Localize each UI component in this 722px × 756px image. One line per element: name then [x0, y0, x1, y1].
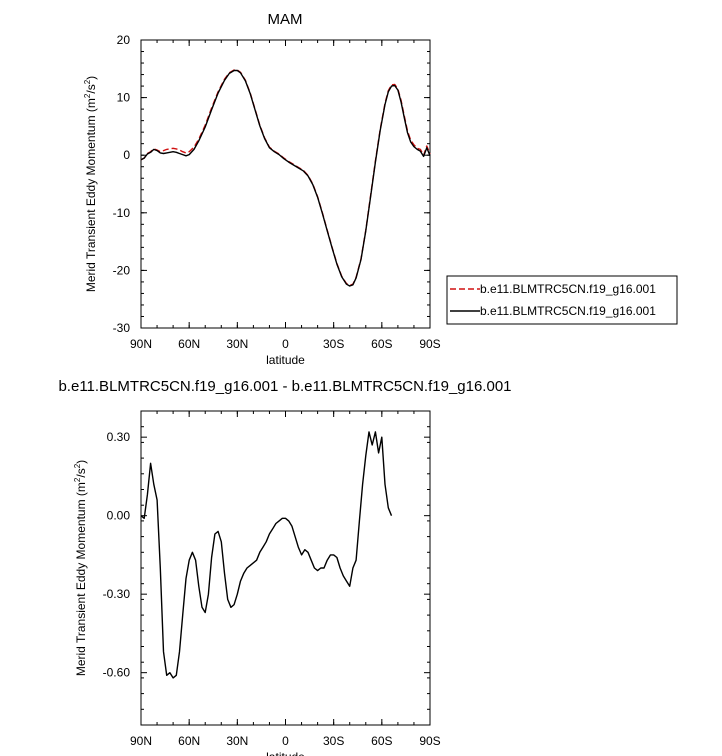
- mam-xtick-label: 90S: [419, 337, 440, 351]
- diff-ytick-label: 0.30: [107, 430, 131, 444]
- diff-ytick-label: 0.00: [107, 509, 131, 523]
- mam-ytick-label: 0: [123, 148, 130, 162]
- diff-xtick-label: 90N: [130, 734, 152, 748]
- diff-plot-frame: [140, 410, 431, 726]
- chart-mam: MAM 20 10 0 -10 -20 -30 90N 60N 30N 0 30S 60S 90S lati…: [83, 11, 678, 367]
- diff-ylabel-part: /s: [74, 468, 88, 477]
- diff-xtick-label: 90S: [419, 734, 440, 748]
- legend-label-0: b.e11.BLMTRC5CN.f19_g16.001: [480, 282, 656, 296]
- diff-ylabel-part: ): [74, 460, 88, 464]
- mam-ylabel: Merid Transient Eddy Momentum (m2/s2): [83, 76, 98, 292]
- mam-ytick-label: -20: [113, 263, 131, 277]
- diff-xtick-label: 60S: [371, 734, 392, 748]
- diff-ylabel-part: 2: [73, 477, 82, 482]
- mam-ylabel-part: ): [84, 76, 98, 80]
- mam-xtick-label: 60N: [178, 337, 200, 351]
- diff-xtick-label: 30S: [323, 734, 344, 748]
- mam-title: MAM: [268, 11, 303, 28]
- diff-ytick-label: -0.30: [103, 587, 131, 601]
- legend-box: [446, 275, 678, 325]
- mam-xtick-label: 30S: [323, 337, 344, 351]
- mam-ytick-label: -30: [113, 321, 131, 335]
- chart-difference: b.e11.BLMTRC5CN.f19_g16.001 - b.e11.BLMT…: [58, 378, 511, 756]
- diff-xtick-label: 0: [282, 734, 289, 748]
- diff-ylabel-part: Merid Transient Eddy Momentum (m: [74, 482, 88, 676]
- mam-ytick-label: 20: [117, 33, 131, 47]
- mam-xtick-label: 60S: [371, 337, 392, 351]
- diff-ytick-label: -0.60: [103, 666, 131, 680]
- mam-ylabel-part: Merid Transient Eddy Momentum (m: [84, 98, 98, 292]
- mam-ytick-label: -10: [113, 206, 131, 220]
- diff-title: b.e11.BLMTRC5CN.f19_g16.001 - b.e11.BLMT…: [58, 378, 511, 395]
- mam-xlabel: latitude: [266, 353, 305, 367]
- mam-ylabel-part: 2: [83, 79, 92, 84]
- mam-series-line-1: [140, 69, 431, 287]
- mam-ytick-label: 10: [117, 91, 131, 105]
- legend-label-1: b.e11.BLMTRC5CN.f19_g16.001: [480, 304, 656, 318]
- diff-series-line-0: [140, 431, 393, 679]
- mam-xtick-label: 0: [282, 337, 289, 351]
- mam-ylabel-part: /s: [84, 84, 98, 93]
- mam-series-line-0: [140, 69, 431, 287]
- mam-plot-frame: [140, 39, 431, 329]
- mam-xtick-label: 30N: [226, 337, 248, 351]
- mam-ylabel-part: 2: [83, 93, 92, 98]
- diff-xtick-label: 60N: [178, 734, 200, 748]
- mam-xtick-label: 90N: [130, 337, 152, 351]
- diff-xtick-label: 30N: [226, 734, 248, 748]
- diff-ylabel: Merid Transient Eddy Momentum (m2/s2): [73, 460, 88, 676]
- diff-xlabel: latitude: [266, 750, 305, 756]
- diff-ylabel-part: 2: [73, 463, 82, 468]
